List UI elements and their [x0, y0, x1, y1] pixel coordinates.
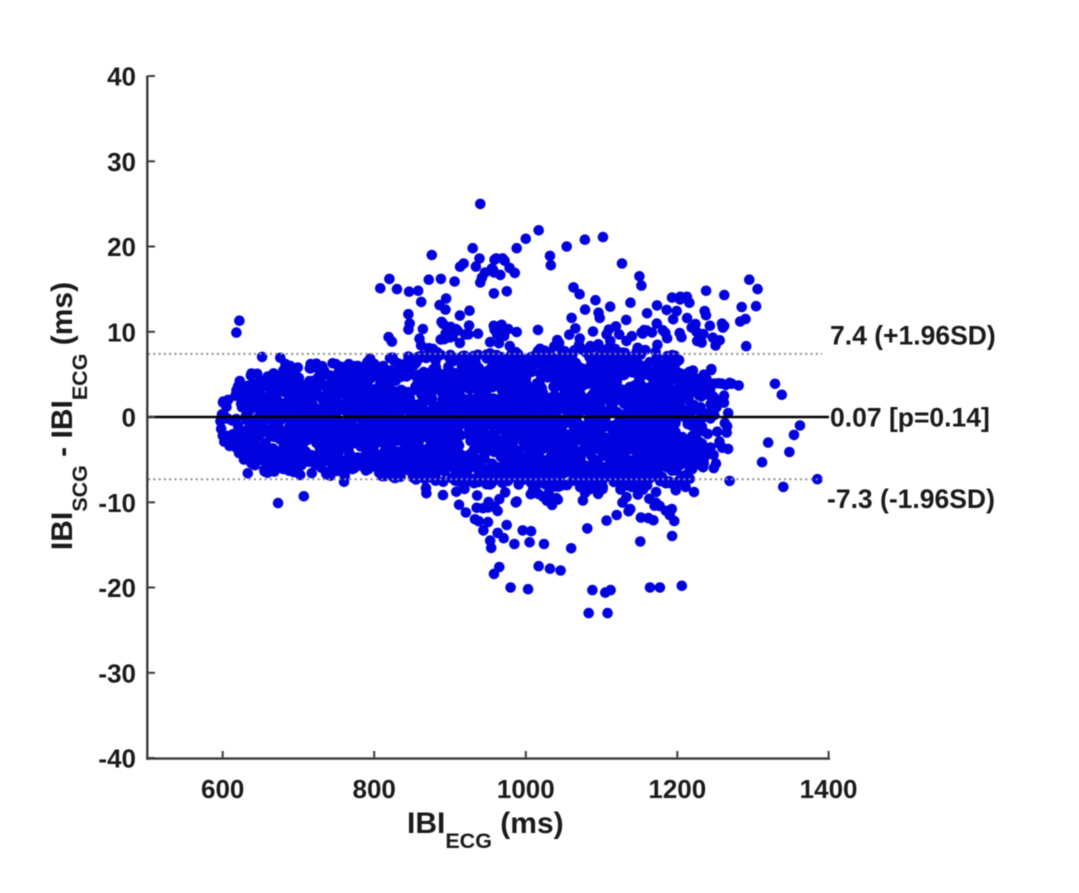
svg-text:1400: 1400: [800, 774, 858, 804]
svg-text:-20: -20: [98, 573, 136, 603]
svg-text:1200: 1200: [648, 774, 706, 804]
svg-text:30: 30: [107, 147, 136, 177]
svg-text:-40: -40: [98, 744, 136, 774]
svg-text:0: 0: [122, 403, 136, 433]
svg-text:-30: -30: [98, 658, 136, 688]
svg-text:0.07 [p=0.14]: 0.07 [p=0.14]: [830, 403, 990, 433]
svg-text:IBIECG (ms): IBIECG (ms): [407, 807, 564, 853]
svg-text:10: 10: [107, 317, 136, 347]
svg-text:800: 800: [353, 774, 396, 804]
svg-text:40: 40: [107, 62, 136, 92]
svg-text:-10: -10: [98, 488, 136, 518]
svg-text:600: 600: [201, 774, 244, 804]
svg-text:1000: 1000: [497, 774, 555, 804]
svg-text:20: 20: [107, 232, 136, 262]
svg-text:-7.3 (-1.96SD): -7.3 (-1.96SD): [827, 484, 995, 514]
svg-text:7.4 (+1.96SD): 7.4 (+1.96SD): [830, 321, 996, 351]
svg-text:IBISCG - IBIECG (ms): IBISCG - IBIECG (ms): [46, 282, 92, 550]
